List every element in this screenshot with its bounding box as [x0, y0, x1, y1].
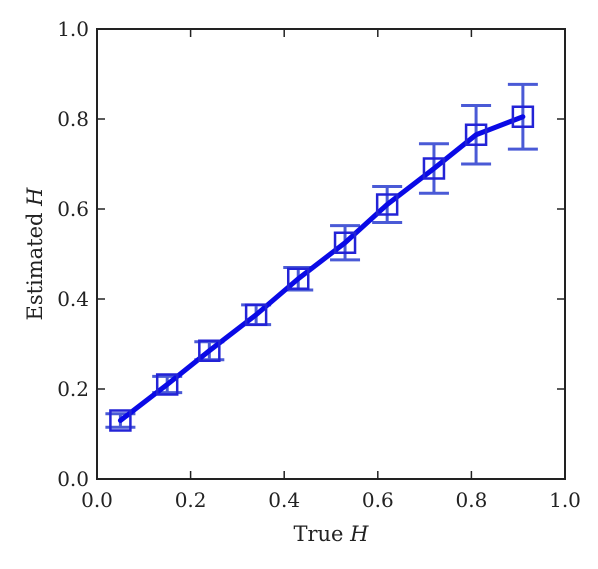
y-axis-label: Estimated H [23, 187, 47, 321]
y-tick-label: 0.2 [57, 377, 89, 401]
y-tick-label: 1.0 [57, 17, 89, 41]
data-point-marker [375, 193, 399, 216]
y-tick-label: 0.0 [57, 467, 89, 491]
y-tick-label: 0.4 [57, 287, 89, 311]
x-axis-label-variable: H [349, 522, 369, 546]
data-point-marker [511, 105, 535, 128]
series-line [117, 114, 526, 423]
x-ticks: 0.0 0.2 0.4 0.6 0.8 1.0 [81, 29, 581, 512]
y-tick-label: 0.8 [57, 107, 89, 131]
y-axis-label-text: Estimated [23, 213, 47, 321]
data-point-marker [422, 157, 446, 180]
data-point-marker [244, 303, 268, 326]
data-point-marker [333, 231, 357, 254]
data-point-marker [464, 123, 488, 146]
x-tick-label: 0.0 [81, 488, 113, 512]
y-tick-label: 0.6 [57, 197, 89, 221]
x-tick-label: 0.2 [175, 488, 207, 512]
x-tick-label: 0.8 [455, 488, 487, 512]
data-point-marker [109, 409, 132, 432]
y-axis-label-variable: H [23, 187, 47, 207]
series-line-path [117, 114, 526, 423]
data-point-marker [286, 267, 310, 290]
x-axis-label-text: True [293, 522, 343, 546]
x-tick-label: 1.0 [549, 488, 581, 512]
markers [109, 105, 535, 432]
x-axis-label: True H [293, 522, 369, 546]
y-ticks: 0.0 0.2 0.4 0.6 0.8 1.0 [57, 17, 565, 491]
data-point-marker [198, 339, 221, 362]
x-tick-label: 0.6 [362, 488, 394, 512]
x-tick-label: 0.4 [268, 488, 300, 512]
plot-frame [96, 28, 566, 480]
data-point-marker [155, 373, 179, 396]
